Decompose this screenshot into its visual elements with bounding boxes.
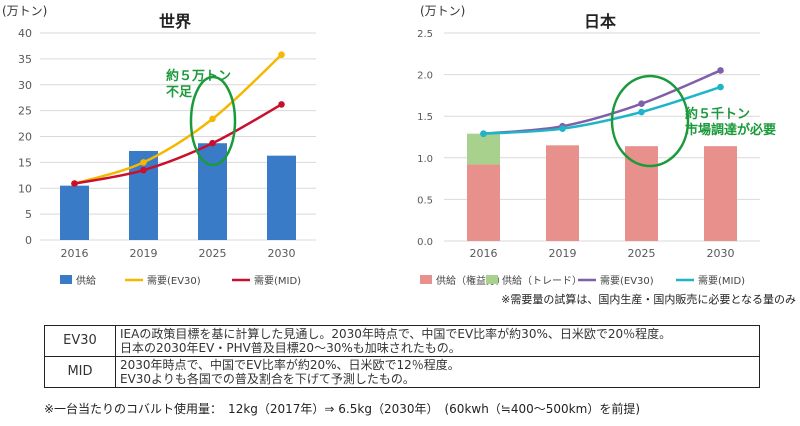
description-line: IEAの政策目標を基に計算した見通し。2030年時点で、中国でEV比率が約30%… [120, 327, 672, 341]
y-tick-label: 1.0 [417, 154, 433, 165]
y-tick-label: 10 [18, 182, 32, 195]
data-point [140, 166, 147, 174]
annotation-text: 約５千トン [685, 106, 750, 122]
table-row: MID 2030年時点で、中国でEV比率が約20%、日米欧で12％程度。 EV3… [44, 356, 760, 388]
data-point [480, 130, 487, 137]
x-tick-label: 2019 [549, 247, 577, 260]
y-tick-label: 2.5 [417, 29, 433, 40]
y-tick-label: 15 [18, 156, 32, 169]
data-point [209, 139, 216, 147]
scenario-description: IEAの政策目標を基に計算した見通し。2030年時点で、中国でEV比率が約30%… [115, 325, 760, 357]
bar [467, 133, 500, 165]
y-unit-label: (万トン) [2, 4, 47, 18]
bar [467, 164, 500, 241]
data-point [638, 100, 645, 108]
chart-title: 日本 [584, 12, 616, 31]
legend-label: 需要(EV30) [147, 275, 201, 287]
data-point [278, 101, 285, 108]
series-line [74, 103, 283, 185]
data-point [140, 159, 147, 166]
data-point [278, 51, 285, 59]
scenario-table: EV30 IEAの政策目標を基に計算した見通し。2030年時点で、中国でEV比率… [44, 325, 760, 388]
legend-swatch [60, 275, 72, 284]
legend-swatch [486, 275, 498, 284]
y-tick-label: 0 [25, 234, 32, 247]
x-tick-label: 2030 [707, 247, 735, 260]
y-tick-label: 20 [18, 131, 32, 144]
legend-swatch [420, 275, 432, 284]
y-unit-label: (万トン) [420, 4, 465, 18]
bar [267, 155, 296, 240]
footnote: ※一台当たりのコバルト使用量： 12kg（2017年）⇒ 6.5kg（2030年… [44, 402, 641, 416]
x-tick-label: 2025 [199, 247, 227, 260]
scenario-key: EV30 [44, 325, 116, 357]
x-tick-label: 2030 [268, 247, 296, 260]
legend-label: 需要(MID) [698, 275, 745, 287]
data-point [559, 125, 566, 132]
y-tick-label: 2.0 [417, 71, 433, 82]
annotation-text: 不足 [166, 85, 193, 100]
scenario-key: MID [44, 356, 116, 388]
y-tick-label: 40 [18, 27, 32, 40]
annotation-text: 約５万トン [166, 68, 231, 84]
data-point [71, 180, 78, 187]
table-row: EV30 IEAの政策目標を基に計算した見通し。2030年時点で、中国でEV比率… [44, 325, 760, 357]
legend-label: 供給（トレード） [502, 274, 582, 287]
description-line: EV30よりも各国での普及割合を下げて予測したもの。 [120, 372, 415, 386]
legend-label: 供給 [76, 274, 96, 287]
description-line: 日本の2030年EV・PHV普及目標20〜30%も加味されたもの。 [120, 341, 461, 355]
x-tick-label: 2016 [61, 247, 89, 260]
y-tick-label: 1.5 [417, 112, 433, 123]
annotation-text: 市場調達が必要 [685, 122, 776, 138]
scenario-description: 2030年時点で、中国でEV比率が約20%、日米欧で12％程度。 EV30よりも… [115, 356, 760, 388]
data-point [717, 83, 724, 91]
data-point [717, 67, 724, 74]
y-tick-label: 25 [18, 105, 32, 118]
highlight-ellipse [189, 75, 237, 167]
data-point [209, 115, 216, 123]
bar [546, 145, 579, 241]
description-line: 2030年時点で、中国でEV比率が約20%、日米欧で12％程度。 [120, 358, 460, 372]
chart-note: ※需要量の試算は、国内生産・国内販売に必要となる量のみ [501, 292, 796, 306]
x-tick-label: 2019 [130, 247, 158, 260]
y-tick-label: 0.0 [417, 237, 433, 248]
data-point [638, 108, 645, 116]
bar [625, 146, 658, 241]
series-line [483, 85, 721, 135]
chart-japan: 日本 (万トン) 0.0 0.5 1.0 1.5 2.0 2.5 2016 2019 2025 203… [417, 4, 796, 306]
legend-label: 需要(MID) [254, 275, 301, 287]
series-line [74, 53, 283, 185]
x-tick-label: 2025 [628, 247, 656, 260]
bar [704, 146, 737, 241]
bar [60, 185, 89, 240]
y-tick-label: 0.5 [417, 195, 433, 206]
y-tick-label: 30 [18, 79, 32, 92]
legend-label: 需要(EV30) [600, 275, 654, 287]
chart-title: 世界 [159, 12, 191, 31]
y-tick-label: 35 [18, 53, 32, 66]
x-tick-label: 2016 [470, 247, 498, 260]
y-tick-label: 5 [25, 208, 32, 221]
highlight-ellipse [610, 74, 690, 168]
